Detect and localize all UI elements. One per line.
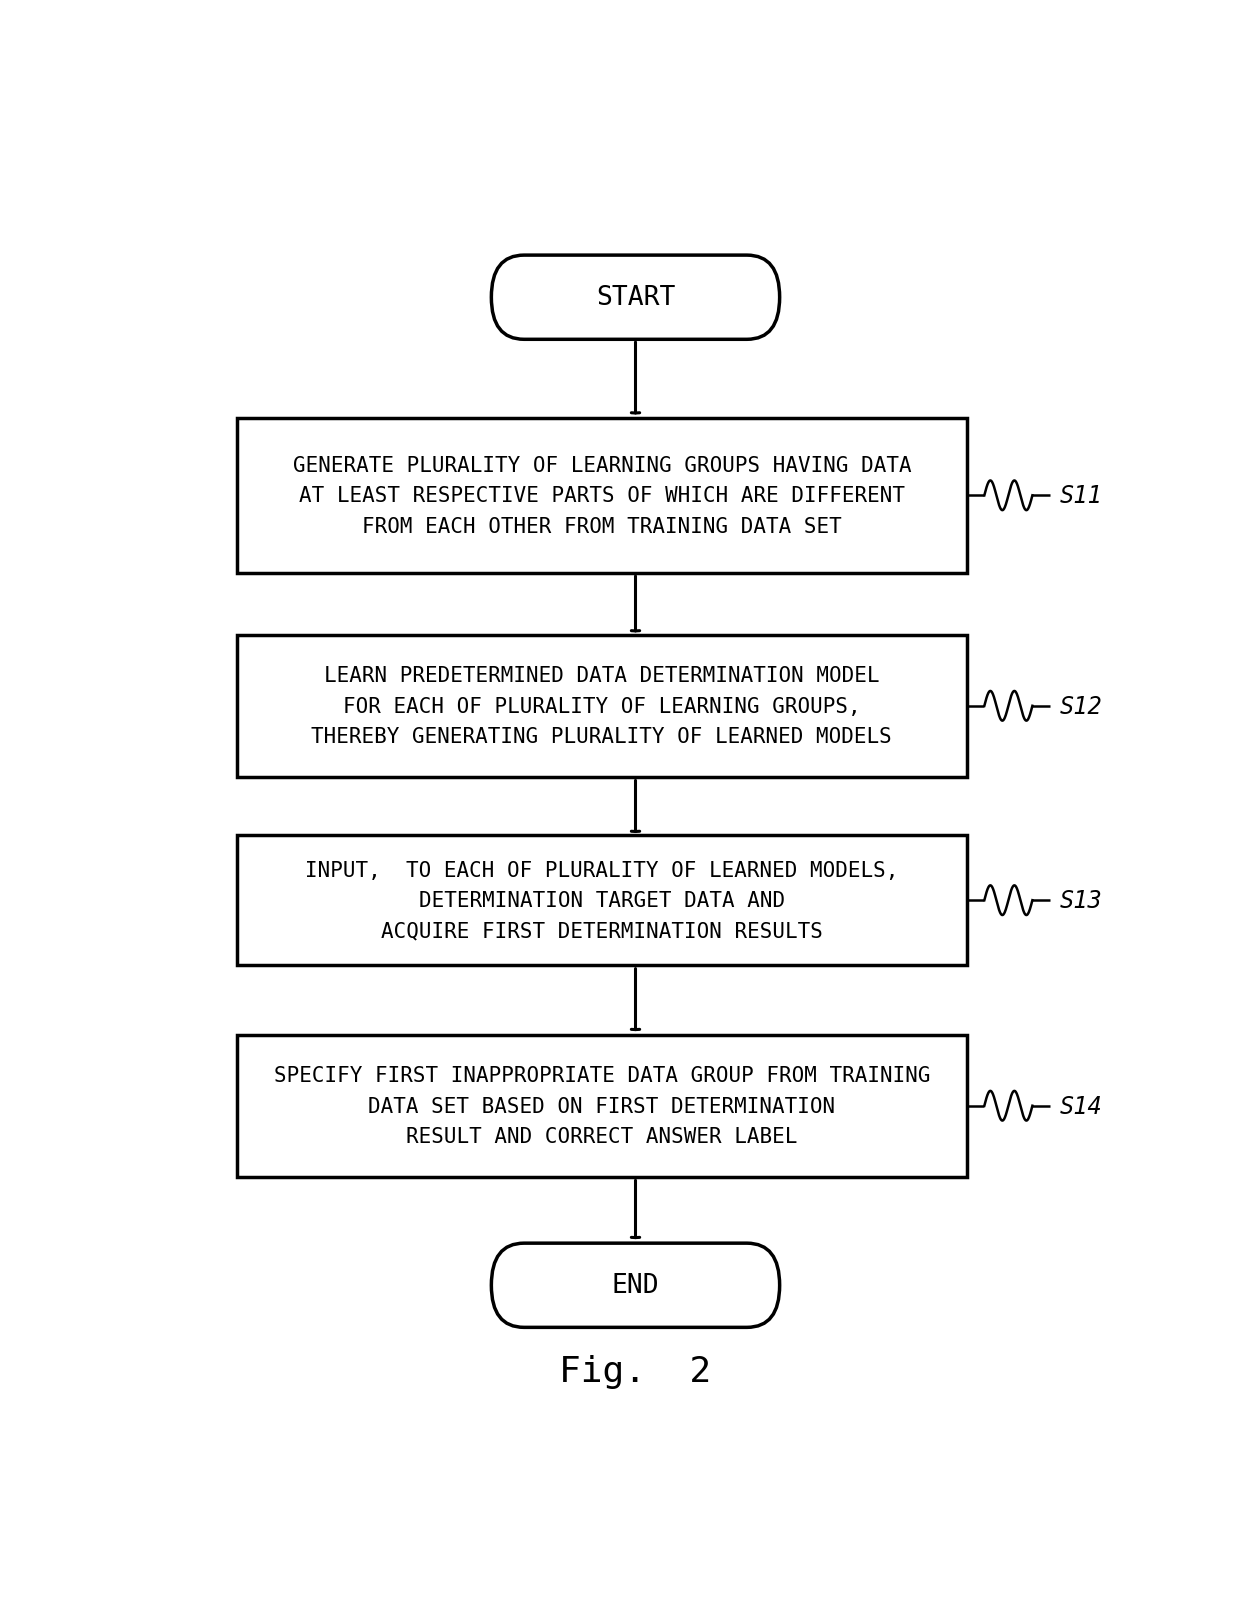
FancyBboxPatch shape	[491, 256, 780, 341]
Text: LEARN PREDETERMINED DATA DETERMINATION MODEL
FOR EACH OF PLURALITY OF LEARNING G: LEARN PREDETERMINED DATA DETERMINATION M…	[311, 665, 893, 747]
Text: S14: S14	[1059, 1094, 1102, 1118]
Bar	[237, 1035, 967, 1178]
FancyBboxPatch shape	[491, 1244, 780, 1327]
Bar	[237, 836, 967, 966]
Text: S12: S12	[1059, 694, 1102, 718]
Bar	[237, 419, 967, 574]
Text: START: START	[595, 284, 676, 312]
Text: END: END	[611, 1273, 660, 1298]
Text: Fig.  2: Fig. 2	[559, 1353, 712, 1388]
Text: S13: S13	[1059, 889, 1102, 913]
Text: INPUT,  TO EACH OF PLURALITY OF LEARNED MODELS,
DETERMINATION TARGET DATA AND
AC: INPUT, TO EACH OF PLURALITY OF LEARNED M…	[305, 860, 899, 942]
Text: GENERATE PLURALITY OF LEARNING GROUPS HAVING DATA
AT LEAST RESPECTIVE PARTS OF W: GENERATE PLURALITY OF LEARNING GROUPS HA…	[293, 456, 911, 537]
Text: S11: S11	[1059, 484, 1102, 508]
Bar	[237, 635, 967, 778]
Text: SPECIFY FIRST INAPPROPRIATE DATA GROUP FROM TRAINING
DATA SET BASED ON FIRST DET: SPECIFY FIRST INAPPROPRIATE DATA GROUP F…	[274, 1065, 930, 1146]
